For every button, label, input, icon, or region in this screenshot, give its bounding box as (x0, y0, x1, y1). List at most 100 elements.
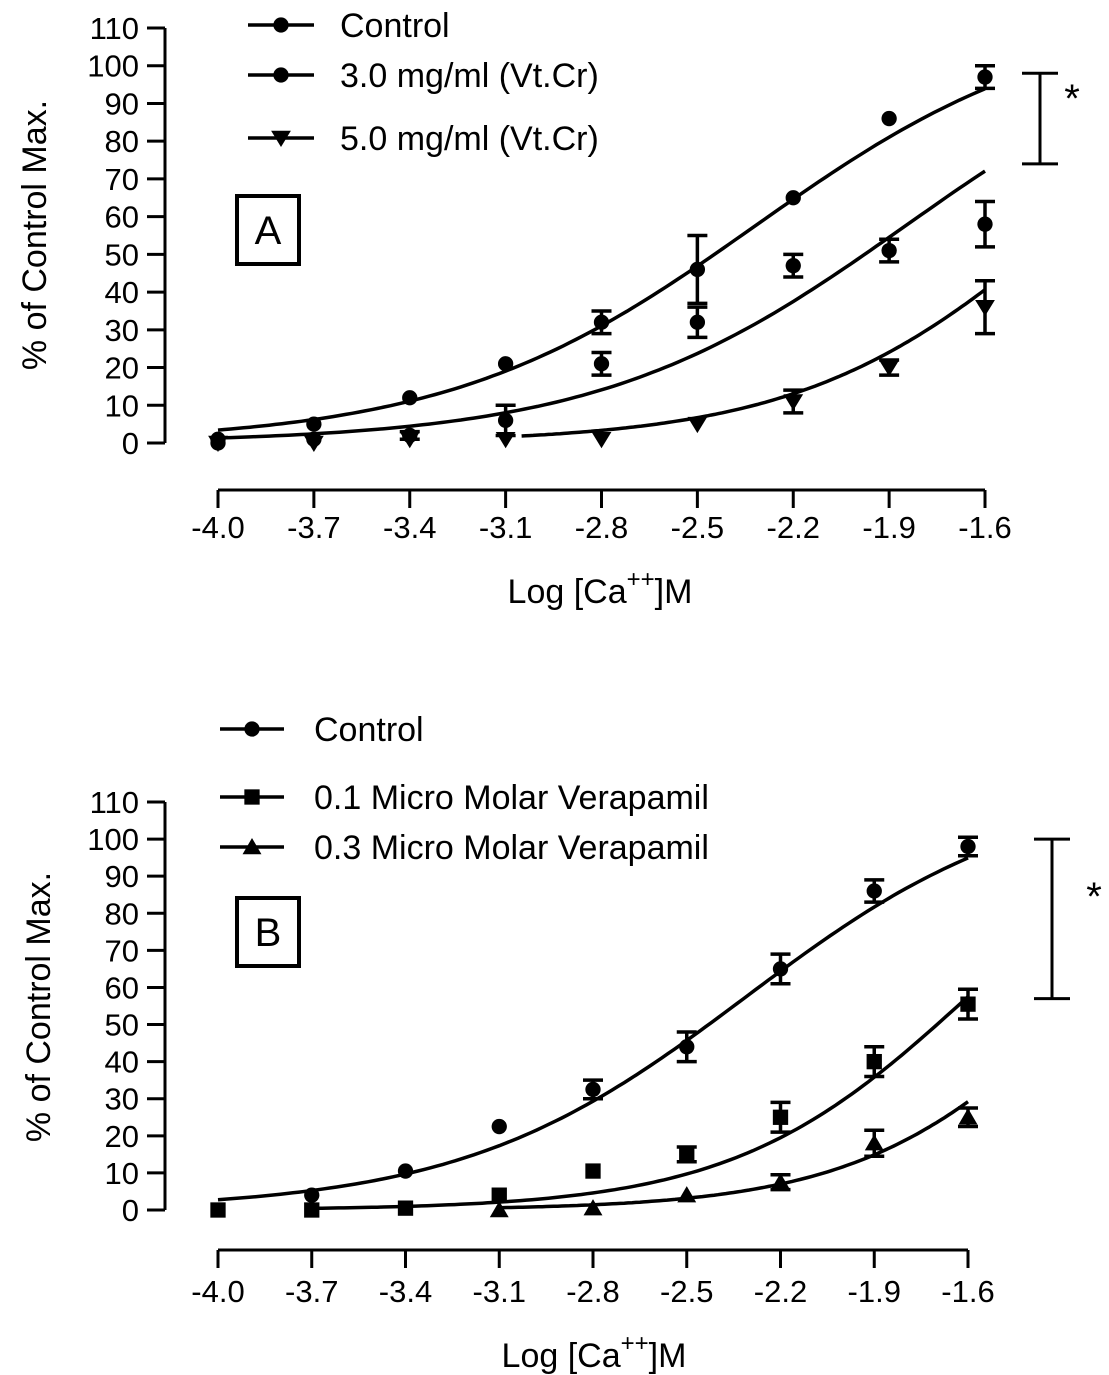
series-curve (217, 87, 986, 432)
x-tick-label: -3.1 (473, 1274, 526, 1309)
data-point (399, 432, 420, 449)
data-point (208, 435, 228, 452)
x-tick-label: -4.0 (191, 1274, 244, 1309)
legend-marker (242, 838, 262, 855)
data-point (210, 1202, 226, 1218)
data-point (783, 394, 804, 411)
legend-marker (244, 789, 260, 805)
y-tick-label: 50 (105, 237, 139, 272)
legend-marker (273, 17, 289, 33)
data-point (397, 1163, 414, 1179)
data-point (402, 390, 418, 406)
data-point (689, 261, 706, 278)
x-axis-label-suffix: ]M (649, 1337, 687, 1375)
y-tick-label: 30 (105, 313, 139, 348)
data-point (303, 435, 324, 452)
data-point (497, 412, 514, 429)
data-point (687, 416, 708, 434)
series-1: Control (210, 7, 995, 447)
x-tick-label: -2.2 (754, 1274, 807, 1309)
data-point (975, 299, 995, 317)
significance-star: * (1064, 77, 1080, 121)
legend-label: 3.0 mg/ml (Vt.Cr) (340, 57, 599, 95)
data-point (585, 1081, 601, 1098)
y-tick-label: 0 (122, 1193, 139, 1228)
y-tick-label: 90 (105, 859, 139, 894)
panel-letter: B (255, 911, 282, 955)
data-point (491, 1118, 507, 1135)
series-curve (499, 1100, 969, 1210)
x-tick-label: -2.5 (671, 510, 724, 545)
y-tick-label: 70 (105, 162, 139, 197)
data-point (304, 1187, 320, 1203)
y-tick-label: 60 (105, 970, 139, 1005)
panel-letter-box (235, 194, 301, 266)
legend-label: 0.3 Micro Molar Verapamil (314, 829, 709, 867)
data-point (881, 242, 897, 259)
y-tick-label: 50 (105, 1008, 139, 1043)
series-2: 0.1 Micro Molar Verapamil (210, 779, 978, 1218)
x-tick-label: -3.7 (285, 1274, 338, 1309)
data-point (977, 216, 993, 232)
legend-label: 5.0 mg/ml (Vt.Cr) (340, 120, 599, 158)
series-3: 0.3 Micro Molar Verapamil (220, 829, 978, 1218)
y-tick-label: 100 (87, 822, 139, 857)
legend-marker (273, 67, 289, 83)
x-tick-label: -1.6 (941, 1274, 994, 1309)
series-curve (305, 995, 970, 1211)
series-2: 3.0 mg/ml (Vt.Cr) (210, 57, 995, 451)
series-3: 5.0 mg/ml (Vt.Cr) (208, 120, 995, 452)
x-tick-label: -3.4 (383, 510, 436, 545)
y-tick-label: 40 (105, 275, 139, 310)
y-tick-label: 80 (105, 124, 139, 159)
data-point (958, 1108, 978, 1125)
data-point (771, 1173, 790, 1190)
legend-label: Control (340, 7, 450, 45)
x-tick-label: -1.9 (862, 510, 915, 545)
series-curve (217, 169, 986, 440)
significance-star: * (1086, 875, 1102, 919)
x-tick-label: -3.4 (379, 1274, 432, 1309)
series-curve (521, 288, 987, 438)
series-1: Control (217, 711, 978, 1203)
x-axis-label-main: Log [Ca (502, 1337, 621, 1375)
data-point (679, 1039, 695, 1055)
x-tick-label: -2.5 (660, 1274, 713, 1309)
panel-letter: A (255, 209, 282, 253)
y-tick-label: 20 (105, 1119, 139, 1154)
x-tick-label: -4.0 (191, 510, 244, 545)
data-point (593, 356, 610, 372)
y-tick-label: 80 (105, 896, 139, 931)
x-tick-label: -2.8 (566, 1274, 619, 1309)
y-tick-label: 0 (122, 426, 139, 461)
data-point (495, 432, 516, 449)
data-point (491, 1187, 507, 1203)
x-tick-label: -1.9 (848, 1274, 901, 1309)
data-point (785, 258, 801, 274)
data-point (866, 883, 882, 899)
panel-letter-box (235, 896, 301, 968)
legend-marker (271, 130, 291, 147)
x-tick-label: -2.8 (575, 510, 628, 545)
data-point (585, 1163, 601, 1179)
data-point (864, 1134, 884, 1151)
y-tick-label: 110 (90, 11, 139, 46)
x-axis-label-superscript: ++ (627, 566, 655, 593)
data-point (960, 996, 976, 1012)
legend-label: Control (314, 711, 424, 749)
data-point (497, 356, 514, 372)
data-point (772, 961, 789, 977)
data-point (397, 1200, 414, 1216)
y-tick-label: 100 (87, 49, 139, 84)
x-tick-label: -3.7 (287, 510, 340, 545)
legend-marker (244, 721, 260, 737)
data-point (879, 360, 900, 377)
y-tick-label: 110 (90, 785, 139, 820)
data-point (977, 69, 993, 85)
data-point (306, 416, 322, 432)
data-point (881, 110, 897, 127)
y-tick-label: 60 (105, 200, 139, 235)
data-point (583, 1199, 603, 1216)
